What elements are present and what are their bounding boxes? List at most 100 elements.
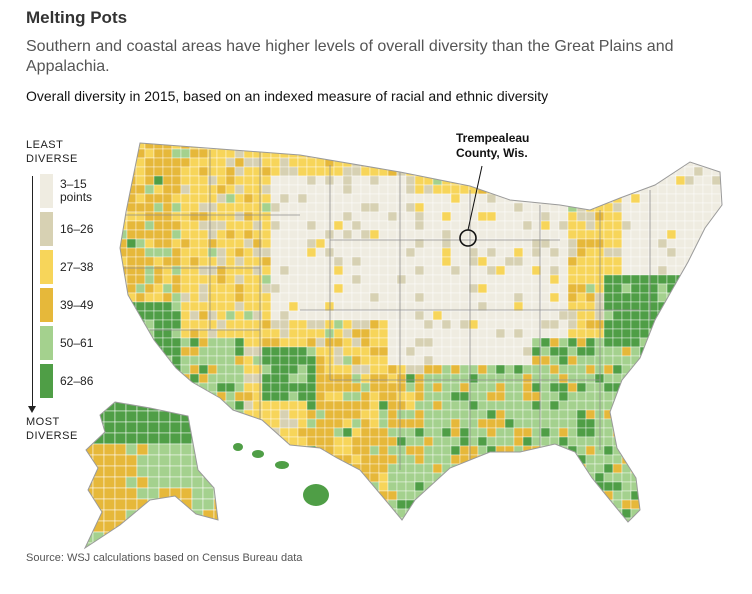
county-cell — [360, 292, 371, 303]
county-cell — [234, 301, 245, 312]
county-cell — [639, 418, 650, 429]
county-cell — [126, 143, 137, 150]
county-cell — [252, 355, 263, 366]
alaska-borough-cell — [213, 432, 218, 445]
county-cell — [297, 337, 308, 348]
county-cell — [360, 193, 371, 204]
county-cell — [270, 328, 281, 339]
county-cell — [387, 274, 398, 285]
county-cell — [216, 364, 227, 375]
county-cell — [495, 229, 506, 240]
county-cell — [558, 490, 569, 501]
county-cell — [126, 211, 137, 222]
county-cell — [603, 328, 614, 339]
county-cell — [216, 184, 227, 195]
county-cell — [504, 211, 515, 222]
county-cell — [540, 166, 551, 177]
county-cell — [567, 472, 578, 483]
county-cell — [324, 391, 335, 402]
county-cell — [171, 148, 182, 159]
county-cell — [585, 265, 596, 276]
alaska-borough-cell — [180, 410, 193, 423]
county-cell — [675, 346, 686, 357]
county-cell — [477, 391, 488, 402]
county-cell — [387, 490, 398, 501]
county-cell — [513, 265, 524, 276]
county-cell — [252, 157, 263, 168]
county-cell — [702, 373, 713, 384]
county-cell — [540, 418, 551, 429]
county-cell — [666, 400, 677, 411]
county-cell — [666, 193, 677, 204]
county-cell — [153, 310, 164, 321]
county-cell — [558, 148, 569, 159]
county-cell — [243, 508, 254, 519]
county-cell — [288, 229, 299, 240]
county-cell — [243, 202, 254, 213]
county-cell — [261, 463, 272, 474]
county-cell — [207, 175, 218, 186]
county-cell — [423, 283, 434, 294]
county-cell — [414, 202, 425, 213]
county-cell — [522, 463, 533, 474]
county-cell — [324, 364, 335, 375]
county-cell — [351, 373, 362, 384]
county-cell — [342, 373, 353, 384]
county-cell — [153, 265, 164, 276]
county-cell — [423, 274, 434, 285]
county-cell — [450, 265, 461, 276]
county-cell — [342, 143, 353, 150]
legend-label-3: 27–38 — [60, 260, 94, 274]
legend-label-2: 16–26 — [60, 222, 94, 236]
county-cell — [369, 436, 380, 447]
county-cell — [693, 319, 704, 330]
county-cell — [639, 409, 650, 420]
county-cell — [531, 499, 542, 510]
alaska-borough-cell — [213, 454, 218, 467]
county-cell — [369, 184, 380, 195]
county-cell — [279, 143, 290, 150]
county-cell — [396, 283, 407, 294]
county-cell — [675, 337, 686, 348]
county-cell — [684, 175, 695, 186]
county-cell — [270, 409, 281, 420]
county-cell — [351, 328, 362, 339]
alaska-borough-cell — [85, 421, 94, 434]
county-cell — [459, 202, 470, 213]
county-cell — [342, 364, 353, 375]
county-cell — [603, 337, 614, 348]
alaska-borough-cell — [136, 402, 149, 412]
county-cell — [648, 328, 659, 339]
county-cell — [630, 517, 641, 522]
county-cell — [567, 184, 578, 195]
county-cell — [693, 175, 704, 186]
county-cell — [405, 202, 416, 213]
county-cell — [378, 481, 389, 492]
county-cell — [459, 211, 470, 222]
alaska-borough-cell — [202, 531, 215, 544]
alaska-borough-cell — [103, 531, 116, 544]
county-cell — [144, 193, 155, 204]
county-cell — [468, 517, 479, 522]
county-cell — [486, 472, 497, 483]
county-cell — [225, 256, 236, 267]
county-cell — [504, 472, 515, 483]
county-cell — [288, 427, 299, 438]
county-cell — [711, 472, 722, 483]
county-cell — [441, 337, 452, 348]
county-cell — [648, 373, 659, 384]
county-cell — [441, 454, 452, 465]
county-cell — [711, 400, 722, 411]
county-cell — [585, 157, 596, 168]
county-cell — [675, 148, 686, 159]
county-cell — [324, 382, 335, 393]
county-cell — [639, 211, 650, 222]
county-cell — [162, 508, 173, 519]
county-cell — [639, 490, 650, 501]
county-cell — [198, 454, 209, 465]
county-cell — [189, 400, 200, 411]
county-cell — [576, 490, 587, 501]
county-cell — [216, 472, 227, 483]
county-cell — [441, 418, 452, 429]
county-cell — [702, 157, 713, 168]
